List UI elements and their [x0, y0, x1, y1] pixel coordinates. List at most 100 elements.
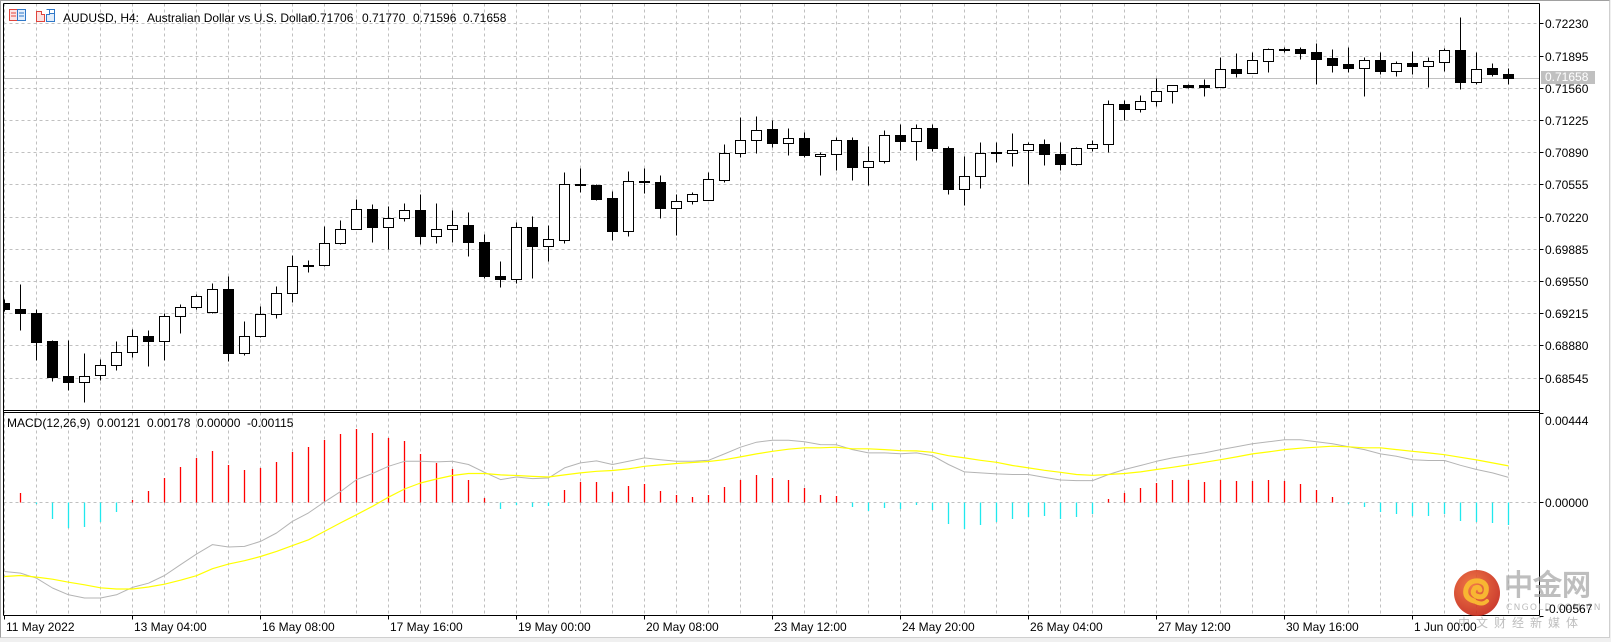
candle-body: [1375, 60, 1386, 72]
candle-body: [895, 135, 906, 142]
candle-body: [671, 201, 682, 209]
candle-body: [1055, 154, 1066, 165]
candle-body: [1311, 52, 1322, 60]
candle-bullish: [1007, 133, 1018, 167]
candle-bearish: [415, 194, 426, 245]
candle-bullish: [879, 130, 890, 164]
candle-bullish: [383, 206, 394, 250]
candle-body: [303, 265, 314, 267]
candle-bullish: [1071, 147, 1082, 166]
price-pane[interactable]: [4, 4, 1539, 410]
candle-body: [863, 161, 874, 168]
candle-body: [1295, 49, 1306, 54]
candle-bullish: [207, 283, 218, 314]
candle-bearish: [799, 132, 810, 158]
candle-body: [1279, 49, 1290, 51]
candle-body: [783, 138, 794, 144]
candle-body: [223, 289, 234, 354]
candle-body: [799, 138, 810, 156]
candle-bullish: [95, 359, 106, 381]
candle-bearish: [575, 168, 586, 193]
candle-bullish: [319, 226, 330, 267]
candle-body: [703, 179, 714, 201]
candle-body: [575, 184, 586, 186]
candle-body: [1359, 60, 1370, 69]
candle-body: [479, 242, 490, 277]
candle-bullish: [159, 313, 170, 361]
candle-body: [847, 140, 858, 168]
candle-body: [1039, 144, 1050, 155]
price-axis[interactable]: [1540, 4, 1608, 615]
candle-body: [1119, 104, 1130, 110]
candle-bullish: [79, 353, 90, 403]
candle-bullish: [863, 146, 874, 186]
candle-body: [1439, 50, 1450, 63]
candle-body: [159, 316, 170, 342]
candle-bullish: [911, 124, 922, 161]
candle-bullish: [127, 329, 138, 358]
candle-bullish: [751, 116, 762, 154]
candle-bullish: [175, 304, 186, 334]
macd-pane[interactable]: [4, 413, 1539, 615]
candle-bearish: [1343, 47, 1354, 73]
candle-body: [1487, 68, 1498, 75]
candle-body: [559, 184, 570, 241]
candle-body: [255, 314, 266, 337]
candle-bullish: [111, 341, 122, 371]
candle-body: [623, 181, 634, 232]
candle-bearish: [591, 184, 602, 201]
candle-body: [1407, 63, 1418, 67]
candle-bullish: [1023, 142, 1034, 185]
candle-body: [639, 181, 650, 183]
candle-bullish: [191, 294, 202, 310]
candle-bullish: [431, 203, 442, 244]
candle-body: [815, 154, 826, 157]
candle-body: [831, 140, 842, 155]
candle-bullish: [1423, 57, 1434, 88]
candle-bearish: [527, 216, 538, 279]
candle-bearish: [143, 330, 154, 367]
candle-bearish: [991, 142, 1002, 163]
candle-body: [719, 153, 730, 181]
macd-signal-line: [4, 445, 1509, 590]
candle-body: [351, 209, 362, 230]
candle-bearish: [463, 212, 474, 257]
candle-bullish: [719, 144, 730, 183]
candle-body: [527, 227, 538, 247]
candle-body: [767, 129, 778, 144]
candle-body: [1007, 150, 1018, 154]
candle-bullish: [1279, 47, 1290, 53]
candle-bearish: [1407, 51, 1418, 75]
chart-frame: [3, 3, 1544, 620]
candle-bearish: [1455, 17, 1466, 90]
candle-bullish: [735, 117, 746, 158]
candle-bearish: [495, 261, 506, 288]
candle-body: [79, 376, 90, 383]
candle-bearish: [943, 146, 954, 195]
candle-bullish: [1263, 48, 1274, 73]
candle-bullish: [1103, 100, 1114, 153]
candle-bullish: [1391, 61, 1402, 77]
candle-bullish: [703, 172, 714, 201]
candle-body: [143, 336, 154, 342]
candle-body: [1247, 60, 1258, 74]
time-axis[interactable]: [4, 616, 1539, 636]
candle-body: [399, 210, 410, 219]
candle-body: [1215, 69, 1226, 88]
candle-body: [1183, 85, 1194, 88]
candle-body: [271, 293, 282, 315]
candle-body: [1231, 69, 1242, 74]
candle-bearish: [639, 168, 650, 194]
candle-bullish: [687, 192, 698, 205]
candle-body: [1167, 85, 1178, 92]
candle-bearish: [1183, 84, 1194, 89]
candle-bullish: [783, 128, 794, 156]
candle-body: [175, 307, 186, 317]
candle-bearish: [15, 284, 26, 331]
candle-bullish: [671, 194, 682, 236]
candle-bullish: [1247, 52, 1258, 74]
candle-body: [207, 289, 218, 313]
candle-body: [495, 276, 506, 280]
candle-bearish: [1039, 139, 1050, 166]
candle-body: [239, 336, 250, 354]
